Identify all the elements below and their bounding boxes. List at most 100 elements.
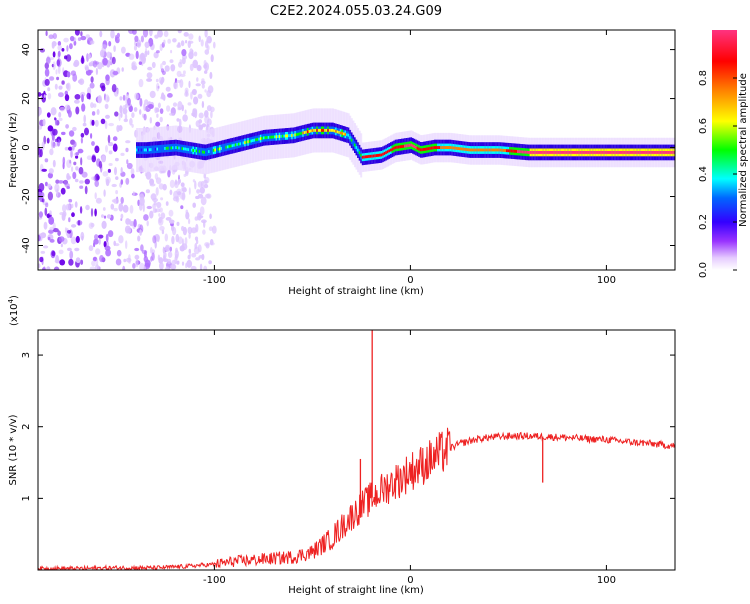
heatmap-noise-mark	[201, 123, 207, 128]
heatmap-peak-mark	[325, 128, 328, 132]
heatmap-noise-mark	[38, 234, 41, 242]
heatmap-noise-mark	[131, 192, 138, 196]
heatmap-noise-mark	[149, 210, 154, 219]
heatmap-peak-mark	[515, 149, 518, 153]
heatmap-noise-mark	[128, 254, 131, 262]
heatmap-peak-mark	[219, 147, 222, 151]
heatmap-noise-mark	[106, 214, 112, 219]
heatmap-noise-mark	[54, 183, 60, 193]
heatmap-noise-mark	[77, 37, 82, 41]
heatmap-peak-mark	[446, 146, 449, 149]
heatmap-peak-mark	[308, 129, 311, 133]
heatmap-noise-mark	[204, 49, 210, 55]
heatmap-peak-mark	[465, 148, 468, 151]
heatmap-noise-mark	[180, 40, 185, 47]
heatmap-peak-mark	[597, 151, 599, 154]
heatmap-peak-mark	[666, 151, 668, 154]
heatmap-peak-mark	[578, 151, 581, 154]
heatmap-peak-mark	[168, 146, 171, 150]
heatmap-peak-mark	[147, 148, 149, 152]
heatmap-noise-mark	[146, 220, 149, 227]
heatmap-noise-mark	[210, 106, 215, 113]
heatmap-noise-mark	[67, 233, 70, 238]
snr-multiplier-label: (x104)	[7, 295, 20, 326]
heatmap-peak-mark	[477, 148, 480, 152]
heatmap-peak-mark	[407, 144, 410, 147]
heatmap-noise-mark	[68, 130, 75, 137]
heatmap-noise-mark	[122, 204, 129, 213]
heatmap-noise-mark	[203, 265, 208, 270]
heatmap-peak-mark	[444, 146, 447, 149]
heatmap-noise-mark	[206, 123, 209, 128]
heatmap-peak-mark	[211, 149, 214, 153]
heatmap-peak-mark	[609, 151, 612, 154]
heatmap-noise-mark	[103, 189, 106, 197]
heatmap-noise-mark	[119, 96, 123, 101]
heatmap-noise-mark	[95, 248, 101, 255]
heatmap-peak-mark	[408, 143, 411, 147]
heatmap-noise-mark	[181, 49, 187, 57]
heatmap-noise-mark	[131, 173, 135, 179]
heatmap-peak-mark	[662, 151, 665, 154]
heatmap-peak-mark	[327, 128, 330, 132]
heatmap-noise-mark	[60, 187, 66, 195]
heatmap-noise-mark	[167, 93, 173, 98]
heatmap-noise-mark	[40, 192, 45, 199]
heatmap-peak-mark	[286, 134, 289, 138]
heatmap-noise-mark	[120, 179, 124, 185]
heatmap-noise-mark	[210, 54, 214, 63]
heatmap-noise-mark	[198, 119, 203, 124]
heatmap-noise-mark	[159, 262, 164, 270]
heatmap-noise-mark	[52, 159, 56, 168]
colorbar-tick-label: 0.6	[698, 118, 709, 134]
colorbar-tick-label: 0.8	[698, 70, 709, 86]
heatmap-noise-mark	[139, 262, 145, 270]
heatmap-noise-mark	[162, 60, 166, 66]
snr-marks	[38, 330, 675, 570]
heatmap-peak-mark	[212, 148, 215, 152]
heatmap-noise-mark	[48, 229, 54, 234]
heatmap-peak-mark	[399, 145, 402, 149]
heatmap-noise-mark	[99, 49, 105, 58]
heatmap-noise-mark	[73, 40, 77, 46]
heatmap-peak-mark	[236, 143, 239, 146]
heatmap-noise-mark	[200, 39, 204, 47]
heatmap-peak-mark	[608, 151, 610, 154]
heatmap-peak-mark	[625, 151, 628, 154]
heatmap-peak-mark	[242, 141, 245, 145]
heatmap-peak-mark	[460, 147, 463, 151]
heatmap-noise-mark	[139, 97, 143, 107]
heatmap-peak-mark	[551, 151, 554, 154]
heatmap-noise-mark	[146, 78, 153, 82]
heatmap-noise-mark	[190, 91, 193, 100]
heatmap-peak-mark	[278, 135, 281, 138]
heatmap-noise-mark	[88, 62, 93, 67]
heatmap-noise-mark	[177, 179, 180, 186]
heatmap-noise-mark	[183, 173, 187, 177]
heatmap-peak-mark	[179, 146, 182, 150]
heatmap-peak-mark	[294, 133, 297, 137]
heatmap-noise-mark	[79, 206, 83, 214]
heatmap-noise-mark	[52, 228, 59, 233]
snr-x-axis-label: Height of straight line (km)	[288, 585, 424, 596]
heatmap-noise-mark	[74, 94, 81, 100]
heatmap-noise-mark	[125, 218, 131, 225]
heatmap-peak-mark	[526, 150, 529, 154]
heatmap-peak-mark	[310, 129, 312, 133]
heatmap-peak-mark	[642, 151, 645, 154]
heatmap-noise-mark	[94, 119, 99, 127]
heatmap-peak-mark	[636, 151, 639, 154]
heatmap-noise-mark	[105, 233, 109, 243]
heatmap-peak-mark	[396, 145, 399, 149]
heatmap-noise-mark	[195, 83, 201, 87]
heatmap-peak-mark	[269, 135, 272, 139]
heatmap-noise-mark	[178, 61, 183, 68]
heatmap-noise-mark	[87, 40, 90, 45]
heatmap-noise-mark	[153, 51, 159, 59]
heatmap-peak-mark	[280, 134, 283, 138]
heatmap-noise-mark	[209, 213, 212, 220]
heatmap-noise-mark	[201, 253, 205, 261]
heatmap-noise-mark	[104, 120, 108, 130]
heatmap-noise-mark	[41, 198, 45, 203]
heatmap-peak-mark	[237, 142, 240, 146]
